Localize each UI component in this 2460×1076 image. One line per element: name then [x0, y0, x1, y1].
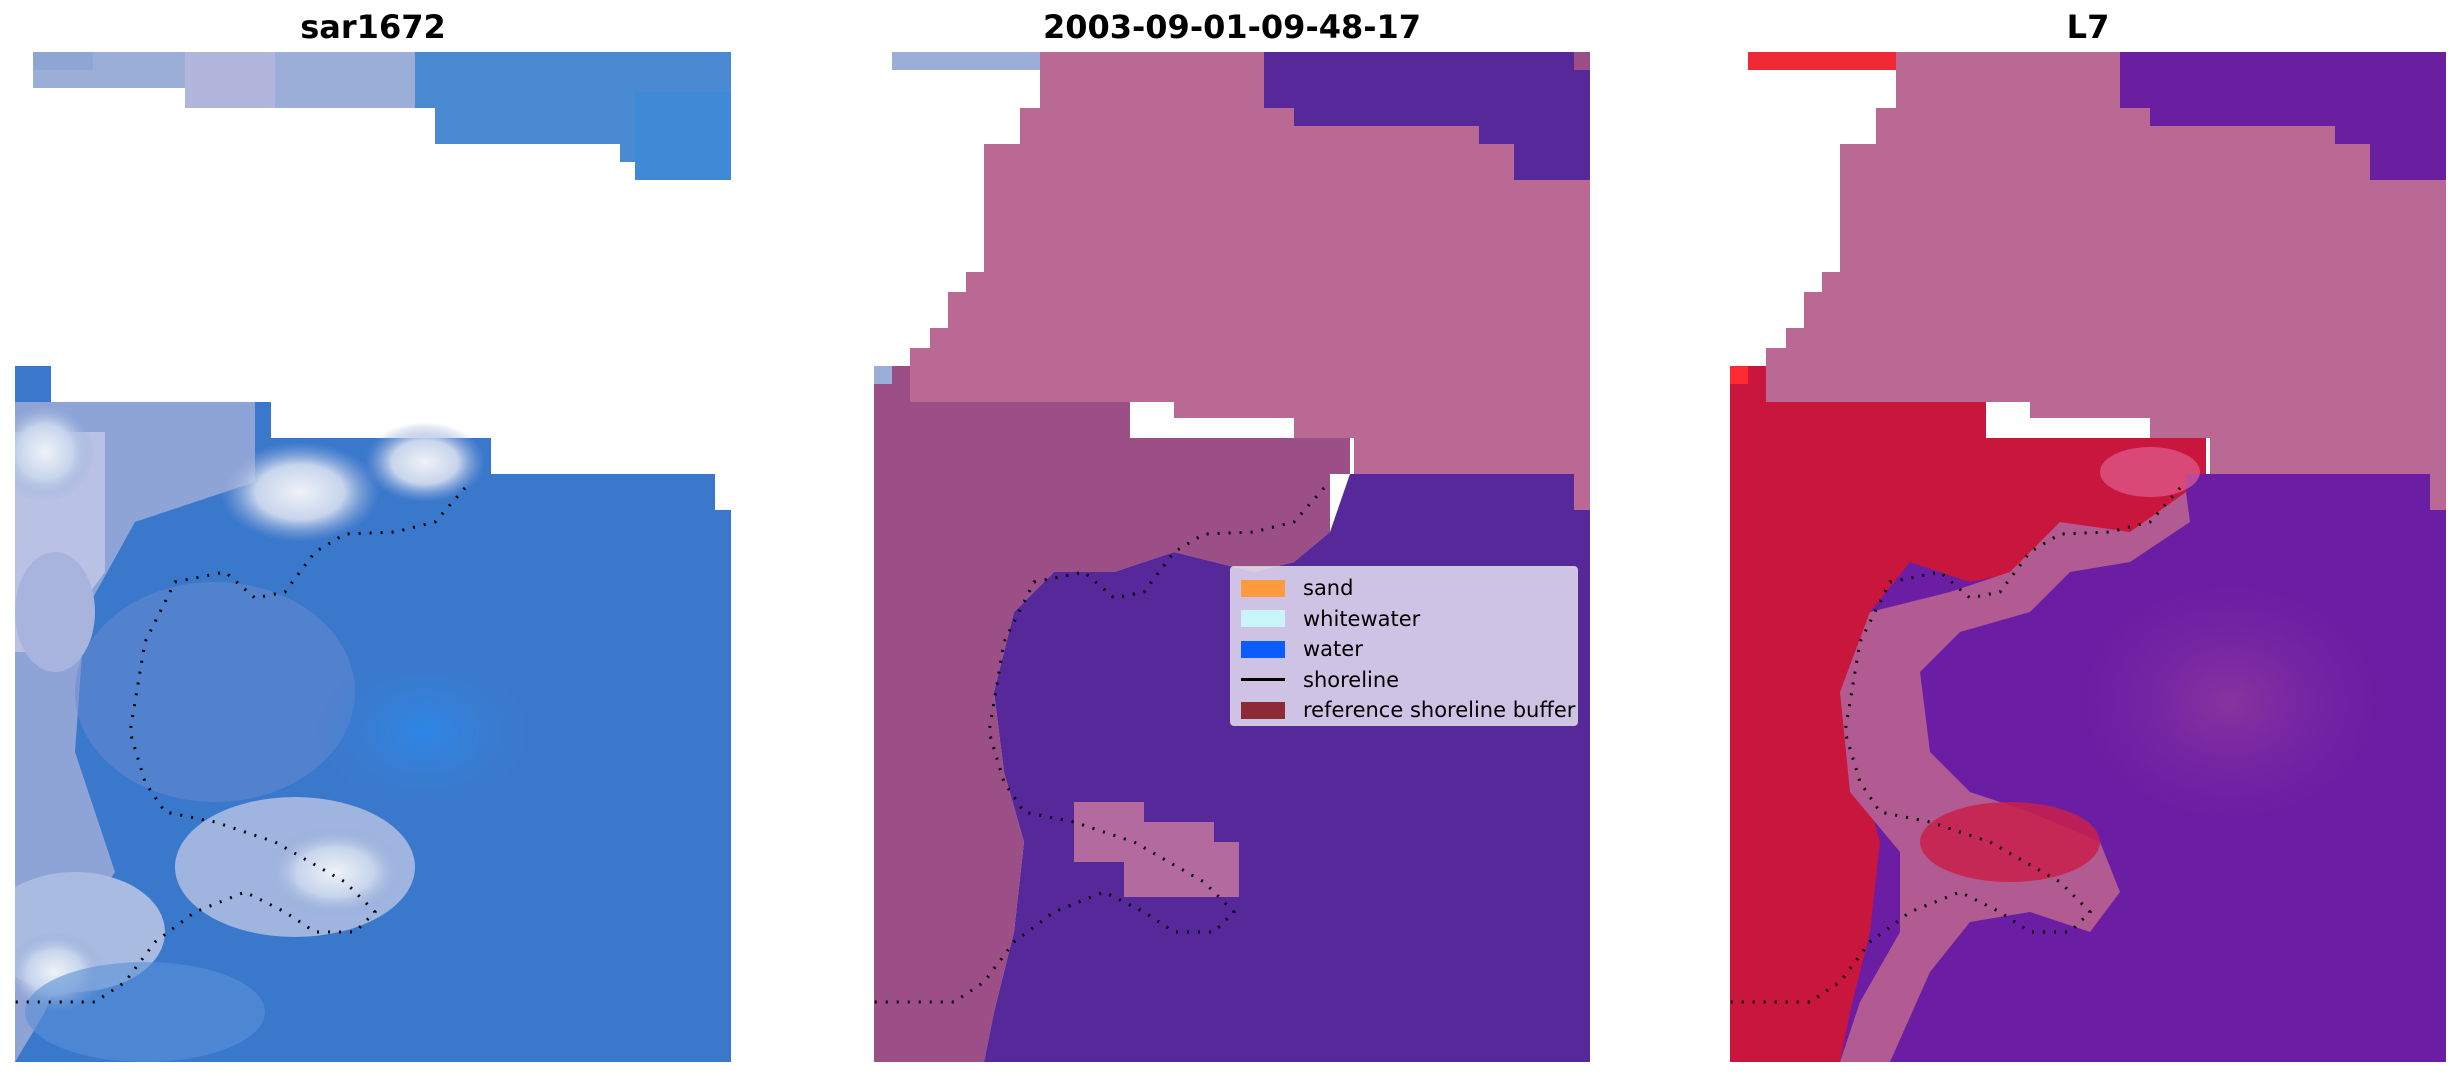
- legend-label-water: water: [1303, 637, 1363, 662]
- index-buffer-land: [1730, 52, 2446, 510]
- legend: sand whitewater water shoreline referenc…: [1230, 566, 1578, 726]
- class-landward: [874, 366, 1350, 1062]
- panel-title-classification: 2003-09-01-09-48-17: [1042, 8, 1422, 46]
- class-water-top: [1264, 52, 1590, 180]
- class-buffer-patch: [1074, 802, 1239, 897]
- panel-title-rgb: sar1672: [300, 8, 446, 46]
- legend-item-sand: sand: [1241, 573, 1567, 604]
- legend-label-reference-buffer: reference shoreline buffer: [1303, 698, 1576, 723]
- legend-line-shoreline: [1241, 678, 1285, 682]
- rgb-main-scene: [15, 366, 731, 1062]
- class-buffer-land: [874, 52, 1590, 510]
- legend-label-shoreline: shoreline: [1303, 667, 1400, 692]
- legend-item-whitewater: whitewater: [1241, 604, 1567, 635]
- classification-map: [874, 52, 1590, 1062]
- panel-title-index: L7: [2066, 8, 2110, 46]
- legend-item-shoreline: shoreline: [1241, 665, 1567, 696]
- legend-label-whitewater: whitewater: [1303, 606, 1421, 631]
- legend-swatch-reference-buffer: [1241, 701, 1285, 719]
- index-main-scene: [1730, 366, 2446, 1062]
- legend-swatch-water: [1241, 640, 1285, 658]
- rgb-image: [15, 52, 731, 1062]
- legend-label-sand: sand: [1303, 576, 1354, 601]
- rgb-top-strip: [33, 52, 731, 180]
- legend-swatch-sand: [1241, 579, 1285, 597]
- legend-item-water: water: [1241, 634, 1567, 665]
- legend-item-reference-buffer: reference shoreline buffer: [1241, 695, 1575, 726]
- index-map: [1730, 52, 2446, 1062]
- legend-swatch-whitewater: [1241, 610, 1285, 628]
